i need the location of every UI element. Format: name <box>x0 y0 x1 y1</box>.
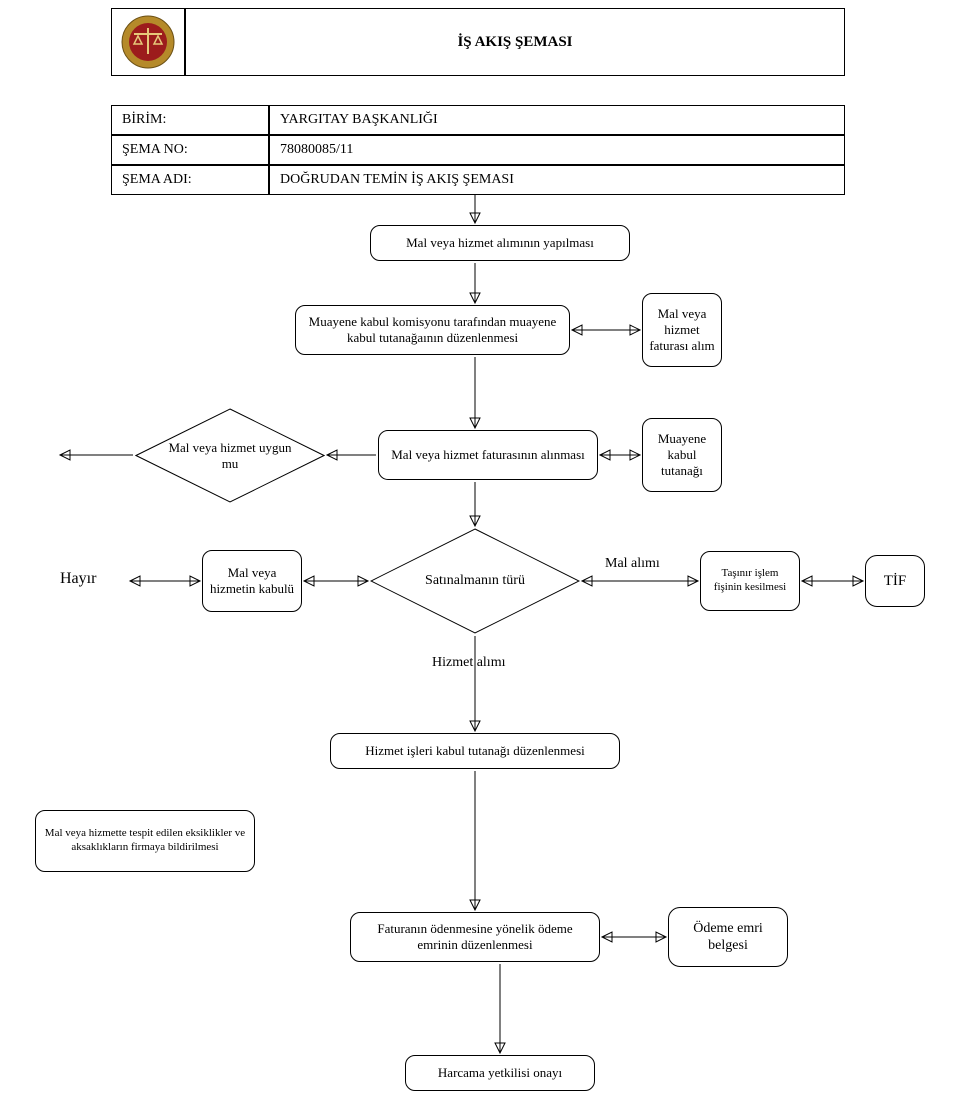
connectors <box>0 0 960 1119</box>
